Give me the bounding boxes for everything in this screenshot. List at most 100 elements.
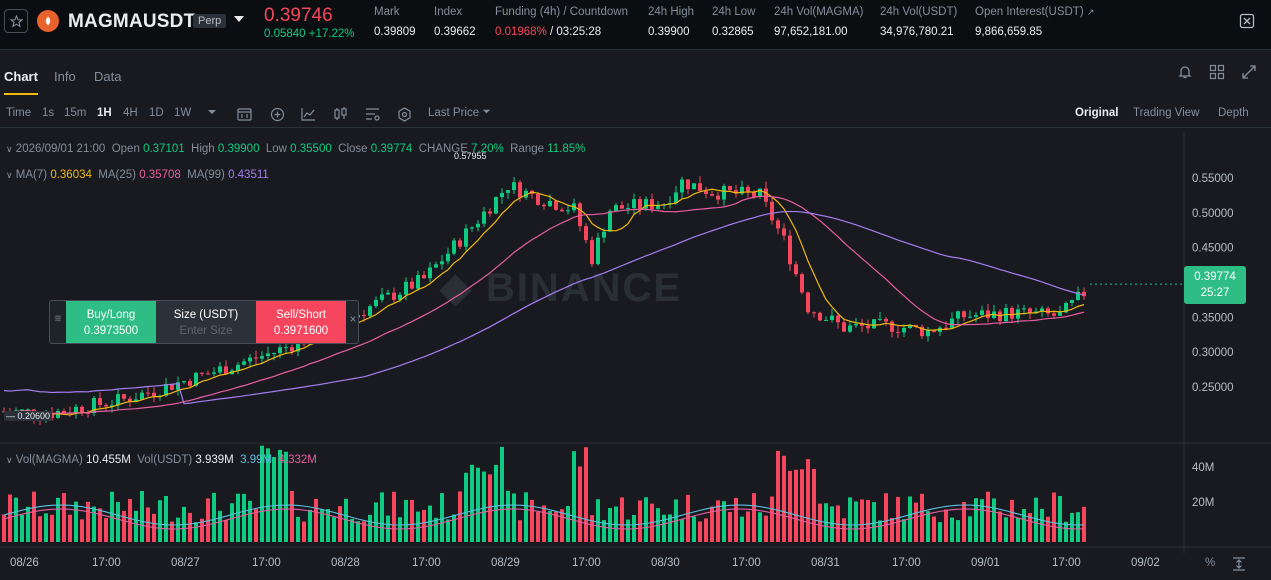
volume-bar <box>512 493 516 542</box>
tab-info[interactable]: Info <box>54 69 76 84</box>
volume-bar <box>1022 509 1026 542</box>
time-label[interactable]: Time <box>6 107 32 119</box>
chevron-down-icon[interactable] <box>234 16 244 22</box>
tab-data[interactable]: Data <box>94 69 122 84</box>
volume-bar <box>26 506 30 542</box>
candle-body <box>1082 291 1086 297</box>
indicators-icon[interactable] <box>301 107 316 124</box>
interval-15m[interactable]: 15m <box>64 107 87 119</box>
volume-bar <box>878 520 882 542</box>
percent-scale-toggle[interactable]: % <box>1205 557 1216 569</box>
volume-bar <box>410 499 414 542</box>
candle-body <box>464 228 468 247</box>
calendar-icon[interactable] <box>237 107 252 124</box>
candle-body <box>890 321 894 332</box>
candle-body <box>266 353 270 357</box>
candle-body <box>1070 299 1074 303</box>
volume-bar <box>242 493 246 542</box>
candle-body <box>1028 308 1032 314</box>
volume-bar <box>848 497 852 542</box>
size-input[interactable]: Size (USDT) Enter Size <box>156 301 256 343</box>
candle-body <box>1022 308 1026 310</box>
settings-icon[interactable] <box>1239 13 1255 32</box>
candle-type-icon[interactable] <box>333 107 348 124</box>
auto-scale-icon[interactable] <box>1232 557 1246 574</box>
binance-watermark: ◆ BINANCE <box>440 266 683 310</box>
volume-bar <box>1028 512 1032 542</box>
interval-4h[interactable]: 4H <box>123 107 138 119</box>
volume-bar <box>326 509 330 542</box>
drag-handle-icon[interactable]: ≡ <box>54 313 62 325</box>
volume-bar <box>392 491 396 542</box>
interval-1d[interactable]: 1D <box>149 107 164 119</box>
volume-bar <box>1076 512 1080 542</box>
chart-settings-icon[interactable] <box>365 107 380 124</box>
candle-body <box>1076 291 1080 300</box>
close-icon[interactable]: × <box>349 314 357 326</box>
view-trading-view[interactable]: Trading View <box>1133 107 1200 119</box>
volume-bar <box>662 514 666 542</box>
ma7-line <box>3 188 1085 416</box>
price-type-select[interactable]: Last Price <box>428 107 491 119</box>
volume-bar <box>788 470 792 542</box>
candle-body <box>758 188 762 197</box>
candle-body <box>752 191 756 197</box>
last-price: 0.39746 <box>264 5 333 26</box>
candlestick-chart[interactable]: 0.550000.500000.450000.400000.350000.300… <box>0 133 1271 553</box>
candle-body <box>932 330 936 332</box>
candle-body <box>116 394 120 406</box>
candle-body <box>632 199 636 209</box>
candle-body <box>656 205 660 209</box>
candle-body <box>506 190 510 193</box>
x-label: 08/30 <box>651 557 680 569</box>
view-depth[interactable]: Depth <box>1218 107 1249 119</box>
volume-bar <box>686 494 690 542</box>
volume-bar <box>884 493 888 542</box>
volume-bar <box>710 506 714 542</box>
volume-bar <box>116 502 120 542</box>
volume-bar <box>1010 499 1014 542</box>
volume-bar <box>590 515 594 542</box>
candle-body <box>398 294 402 300</box>
candle-body <box>824 319 828 321</box>
interval-1s[interactable]: 1s <box>42 107 55 119</box>
volume-bar <box>266 448 270 542</box>
volume-bar <box>890 517 894 542</box>
candle-body <box>548 200 552 207</box>
candle-body <box>680 179 684 193</box>
add-indicator-icon[interactable] <box>270 107 285 125</box>
volume-bar <box>422 509 426 542</box>
interval-1w[interactable]: 1W <box>174 107 192 119</box>
sell-short-button[interactable]: Sell/Short 0.3971600 <box>256 301 346 343</box>
candle-body <box>104 404 108 407</box>
volume-bar <box>20 514 24 542</box>
candle-body <box>422 274 426 279</box>
candle-body <box>224 366 228 375</box>
gear-icon[interactable] <box>397 107 412 125</box>
candle-body <box>74 406 78 414</box>
volume-bar <box>1070 512 1074 542</box>
candle-body <box>524 190 528 198</box>
volume-bar <box>752 493 756 542</box>
candle-body <box>386 292 390 295</box>
buy-long-button[interactable]: Buy/Long 0.3973500 <box>66 301 156 343</box>
symbol-name[interactable]: MAGMAUSDT <box>68 11 196 32</box>
interval-1h[interactable]: 1H <box>97 107 112 119</box>
favorite-star-icon[interactable] <box>4 9 28 33</box>
volume-bar <box>332 517 336 542</box>
view-original[interactable]: Original <box>1075 107 1119 119</box>
interval-dropdown-icon[interactable] <box>207 107 217 120</box>
candle-body <box>884 318 888 322</box>
bell-icon[interactable] <box>1177 64 1193 80</box>
layout-grid-icon[interactable] <box>1209 64 1225 80</box>
volume-bar <box>164 496 168 542</box>
candle-body <box>164 384 168 396</box>
fullscreen-icon[interactable] <box>1241 64 1257 80</box>
volume-bar <box>992 498 996 542</box>
candle-body <box>566 210 570 212</box>
candle-body <box>764 188 768 202</box>
tab-chart[interactable]: Chart <box>4 69 38 84</box>
stat-open-interest[interactable]: Open Interest(USDT) ↗ 9,866,659.85 <box>975 6 1095 38</box>
volume-bar <box>668 514 672 542</box>
volume-bar <box>872 502 876 542</box>
